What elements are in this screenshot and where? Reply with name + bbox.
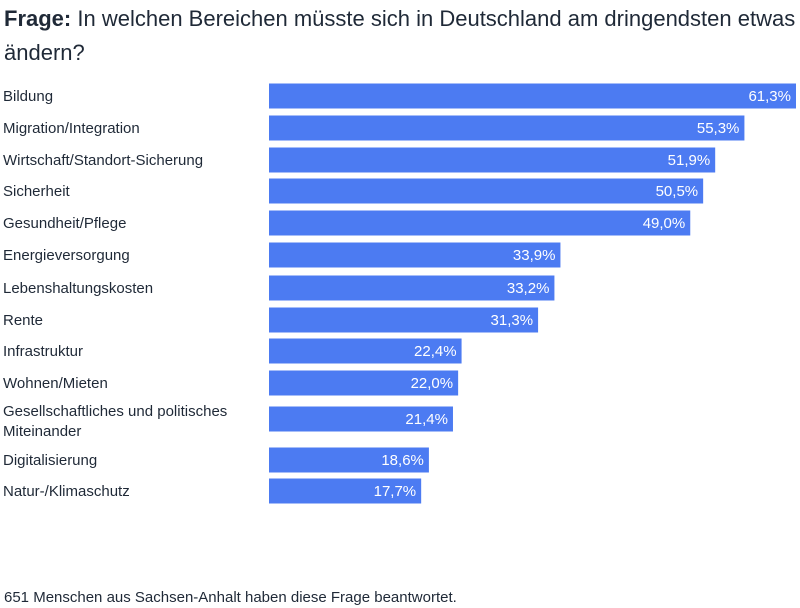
- bar-value-label: 51,9%: [668, 152, 711, 169]
- category-label: Sicherheit: [3, 183, 71, 200]
- footnote: 651 Menschen aus Sachsen-Anhalt haben di…: [4, 589, 457, 606]
- chart-title: Frage: In welchen Bereichen müsste sich …: [4, 2, 796, 70]
- category-label: Gesellschaftliches und politisches Mitein…: [3, 403, 227, 440]
- title-text: In welchen Bereichen müsste sich in Deut…: [4, 6, 796, 65]
- bar-value-label: 61,3%: [748, 88, 791, 105]
- bar: [269, 147, 716, 173]
- bar: [269, 242, 561, 268]
- category-label: Wohnen/Mieten: [3, 375, 108, 392]
- bar-value-label: 17,7%: [374, 483, 417, 500]
- bar: [269, 275, 555, 301]
- bar: [269, 210, 691, 236]
- title-prefix: Frage:: [4, 6, 72, 31]
- bar-value-label: 49,0%: [643, 215, 686, 232]
- category-label: Infrastruktur: [3, 343, 83, 360]
- bar: [269, 406, 453, 432]
- bar-value-label: 22,0%: [411, 375, 454, 392]
- category-label: Gesundheit/Pflege: [3, 215, 126, 232]
- bar-value-label: 18,6%: [381, 452, 424, 469]
- category-label: Wirtschaft/Standort-Sicherung: [3, 152, 203, 169]
- category-label: Bildung: [3, 88, 53, 105]
- bar-value-label: 33,9%: [513, 247, 556, 264]
- bar: [269, 178, 704, 204]
- bar-chart: 61,3% Bildung 55,3% Migration/Integration 51…: [3, 83, 796, 504]
- bar-value-label: 22,4%: [414, 343, 457, 360]
- bar: [269, 478, 422, 504]
- category-label: Digitalisierung: [3, 452, 97, 469]
- bar: [269, 447, 429, 473]
- bar-value-label: 55,3%: [697, 120, 740, 137]
- bar: [269, 307, 539, 333]
- bar-value-label: 33,2%: [507, 280, 550, 297]
- bar: [269, 115, 745, 141]
- category-label: Lebenshaltungskosten: [3, 280, 153, 297]
- category-label: Migration/Integration: [3, 120, 140, 137]
- bar-value-label: 31,3%: [491, 312, 534, 329]
- category-label: Natur-/Klimaschutz: [3, 483, 130, 500]
- bar: [269, 338, 462, 364]
- bar: [269, 370, 459, 396]
- category-label: Rente: [3, 312, 43, 329]
- bar-value-label: 21,4%: [405, 411, 448, 428]
- bar-value-label: 50,5%: [656, 183, 699, 200]
- bar: [269, 83, 796, 109]
- category-label: Energieversorgung: [3, 247, 130, 264]
